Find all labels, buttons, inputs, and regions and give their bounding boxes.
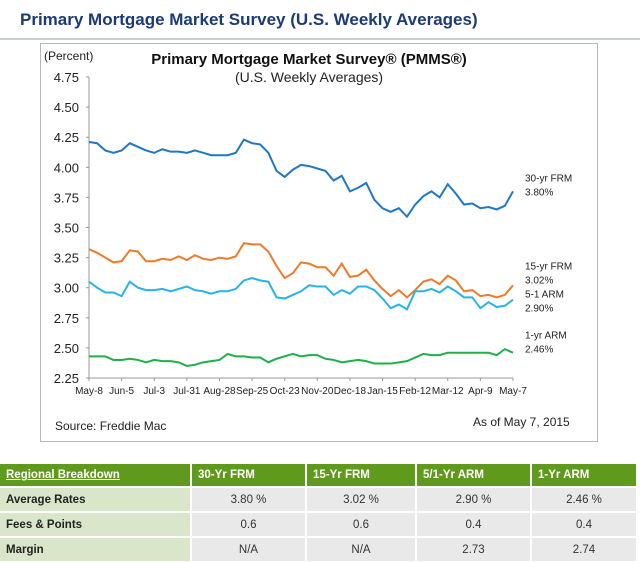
cell: N/A bbox=[192, 538, 305, 561]
series-end-value-label: 3.80% bbox=[525, 187, 553, 198]
y-tick-label: 4.25 bbox=[54, 130, 79, 145]
y-axis-label: (Percent) bbox=[44, 49, 93, 63]
series-end-value-label: 2.90% bbox=[525, 304, 553, 315]
cell: 0.6 bbox=[307, 513, 415, 536]
series-end-value-label: 2.46% bbox=[525, 345, 553, 356]
y-tick-label: 4.50 bbox=[54, 100, 79, 115]
x-tick-label: Sep-25 bbox=[236, 386, 269, 397]
x-tick-label: Dec-18 bbox=[334, 386, 367, 397]
series-line-15-yr-frm bbox=[88, 242, 514, 299]
regional-breakdown-link[interactable]: Regional Breakdown bbox=[6, 469, 120, 481]
y-tick-label: 4.00 bbox=[54, 160, 79, 175]
source-note: Source: Freddie Mac bbox=[55, 419, 166, 433]
chart-subtitle: (U.S. Weekly Averages) bbox=[235, 69, 383, 85]
y-tick-label: 2.75 bbox=[54, 311, 79, 326]
x-tick-label: Nov-20 bbox=[301, 386, 334, 397]
table-row: Margin N/A N/A 2.73 2.74 bbox=[0, 538, 636, 561]
table-header-row: Regional Breakdown 30-Yr FRM 15-Yr FRM 5… bbox=[0, 464, 636, 486]
series-line-1-yr-arm bbox=[89, 347, 514, 367]
y-tick-label: 3.25 bbox=[54, 251, 79, 266]
cell: 0.6 bbox=[192, 513, 305, 536]
series-line-5-1-arm bbox=[88, 277, 514, 311]
table-row: Fees & Points 0.6 0.6 0.4 0.4 bbox=[0, 513, 636, 536]
header-regional-breakdown[interactable]: Regional Breakdown bbox=[0, 464, 190, 486]
table-row: Average Rates 3.80 % 3.02 % 2.90 % 2.46 … bbox=[0, 488, 636, 511]
y-tick-label: 2.25 bbox=[54, 371, 79, 386]
y-tick-label: 3.75 bbox=[54, 190, 79, 205]
header-15yr: 15-Yr FRM bbox=[307, 464, 415, 486]
chart-frame: Primary Mortgage Market Survey® (PMMS®)(… bbox=[40, 43, 598, 442]
series-end-value-label: 3.02% bbox=[525, 275, 553, 286]
y-tick-label: 2.50 bbox=[54, 341, 79, 356]
x-tick-label: Aug-28 bbox=[203, 386, 236, 397]
as-of-date: As of May 7, 2015 bbox=[473, 415, 570, 429]
series-line-30-yr-frm bbox=[88, 138, 514, 219]
chart-title: Primary Mortgage Market Survey® (PMMS®) bbox=[151, 51, 467, 68]
y-tick-label: 4.75 bbox=[54, 70, 79, 85]
header-30yr: 30-Yr FRM bbox=[192, 464, 305, 486]
cell: 2.90 % bbox=[417, 488, 530, 511]
cell: 3.80 % bbox=[192, 488, 305, 511]
x-tick-label: Mar-12 bbox=[432, 386, 464, 397]
cell: 3.02 % bbox=[307, 488, 415, 511]
cell: 2.73 bbox=[417, 538, 530, 561]
x-tick-label: Jul-31 bbox=[173, 386, 201, 397]
series-name-label: 5-1 ARM bbox=[525, 290, 564, 301]
row-label: Fees & Points bbox=[0, 513, 190, 536]
cell: N/A bbox=[307, 538, 415, 561]
series-name-label: 1-yr ARM bbox=[525, 331, 567, 342]
series-name-label: 15-yr FRM bbox=[525, 261, 572, 272]
x-tick-label: Jul-3 bbox=[143, 386, 165, 397]
header-1yr: 1-Yr ARM bbox=[532, 464, 636, 486]
header-51arm: 5/1-Yr ARM bbox=[417, 464, 530, 486]
x-tick-label: Jun-5 bbox=[109, 386, 134, 397]
pmms-line-chart: Primary Mortgage Market Survey® (PMMS®)(… bbox=[44, 49, 572, 433]
page-title: Primary Mortgage Market Survey (U.S. Wee… bbox=[20, 10, 478, 29]
y-tick-label: 3.50 bbox=[54, 221, 79, 236]
x-tick-label: May-7 bbox=[499, 386, 527, 397]
page-header: Primary Mortgage Market Survey (U.S. Wee… bbox=[0, 0, 640, 40]
x-tick-label: Feb-12 bbox=[399, 386, 431, 397]
cell: 2.46 % bbox=[532, 488, 636, 511]
x-tick-label: May-8 bbox=[75, 386, 103, 397]
row-label: Margin bbox=[0, 538, 190, 561]
x-tick-label: Apr-9 bbox=[468, 386, 493, 397]
series-name-label: 30-yr FRM bbox=[525, 173, 572, 184]
cell: 0.4 bbox=[532, 513, 636, 536]
row-label: Average Rates bbox=[0, 488, 190, 511]
y-tick-label: 3.00 bbox=[54, 281, 79, 296]
x-tick-label: Oct-23 bbox=[270, 386, 300, 397]
cell: 2.74 bbox=[532, 538, 636, 561]
regional-breakdown-table: Regional Breakdown 30-Yr FRM 15-Yr FRM 5… bbox=[0, 462, 638, 563]
x-tick-label: Jan-15 bbox=[367, 386, 398, 397]
cell: 0.4 bbox=[417, 513, 530, 536]
